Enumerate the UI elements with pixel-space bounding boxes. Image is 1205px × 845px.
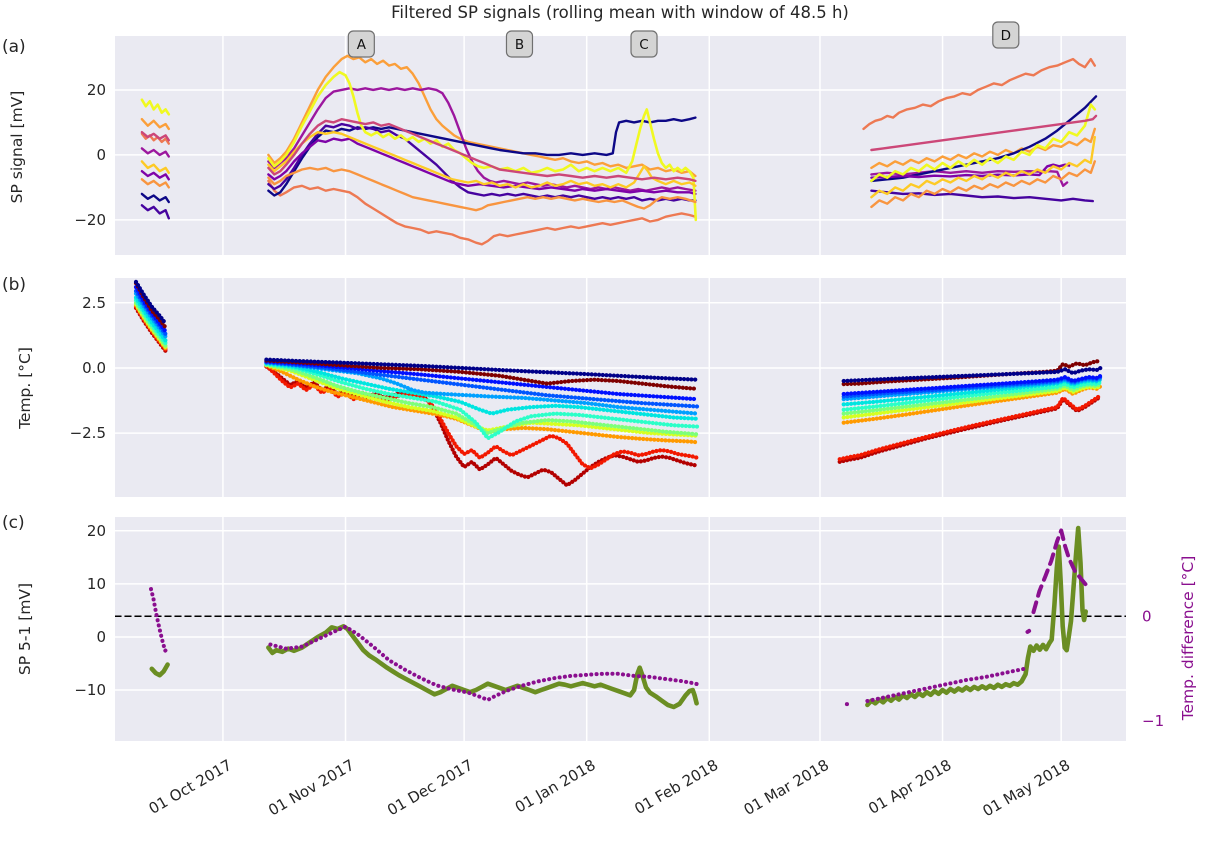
panel-b: 2.5 0.0 −2.5 Temp. [°C] (b) (2, 275, 1126, 497)
series-temp-navy (133, 279, 168, 326)
series-temp-difference-dotted (865, 666, 1028, 703)
series-sp-amber (140, 160, 170, 174)
series-sp-coral (267, 179, 697, 246)
series-sp-coral (862, 57, 1096, 131)
annotation-label-B: B (515, 37, 524, 53)
annotation-box-C (630, 30, 658, 58)
series-sp-yellow (267, 70, 698, 222)
series-sp-5-1-olive (865, 525, 1088, 708)
y-axis-label-a: SP signal [mV] (8, 91, 26, 204)
series-temp-spring (841, 380, 1103, 412)
series-sp-violet (870, 163, 1071, 179)
series-sp-amber (870, 135, 1096, 199)
series-sp-magenta (140, 147, 170, 158)
series-temp-difference-dashed (1031, 528, 1089, 615)
series-temp-spring (264, 361, 700, 441)
panel-letter-c: (c) (2, 513, 25, 533)
panel-letter-a: (a) (2, 37, 26, 57)
panel-a-background (115, 36, 1126, 255)
x-tick-label: 01 Feb 2018 (631, 756, 721, 818)
series-sp-orange (870, 127, 1096, 170)
y-tick-label: −2.5 (70, 424, 106, 442)
right-y-tick-label: 0 (1142, 607, 1152, 625)
series-sp-orange (267, 54, 697, 178)
right-y-tick-label: −1 (1142, 712, 1164, 730)
panel-a-data (140, 54, 1098, 246)
y-axis-label-b: Temp. [°C] (16, 347, 34, 430)
series-temp-navy (841, 365, 1103, 384)
right-y-axis-label: Temp. difference [°C] (1179, 556, 1197, 722)
x-tick-label: 01 Mar 2018 (741, 756, 832, 819)
y-tick-label: 0.0 (82, 359, 106, 377)
series-sp-navy (140, 192, 170, 204)
series-sp-pink (870, 114, 1098, 152)
chart-title: Filtered SP signals (rolling mean with w… (391, 3, 849, 22)
series-sp-5-1-olive (149, 662, 170, 678)
series-sp-tangerine (870, 160, 1096, 209)
y-tick-label: 0 (96, 628, 106, 646)
series-temp-blue (264, 359, 700, 402)
y-tick-label: 10 (87, 575, 106, 593)
y-tick-label: 2.5 (82, 294, 106, 312)
x-axis-labels: 01 Oct 2017 01 Nov 2017 01 Dec 2017 01 Jan … (146, 756, 1074, 820)
series-temp-navy (264, 357, 700, 382)
series-sp-violet (267, 137, 697, 196)
panel-c: 20 10 0 −10 SP 5-1 [mV] (c) 0 −1 Temp. differenc… (2, 513, 1197, 741)
series-sp-tangerine (140, 178, 170, 189)
panel-c-data (115, 525, 1126, 710)
y-tick-label: −10 (74, 681, 106, 699)
series-temp-red (264, 363, 700, 471)
y-tick-label: 20 (87, 81, 106, 99)
annotation-box-D (992, 21, 1020, 49)
series-sp-indigo (140, 204, 170, 220)
series-temp-cyan (133, 295, 168, 343)
series-temp-maroon (264, 358, 700, 391)
series-sp-magenta (267, 87, 697, 192)
panel-c-background (115, 517, 1126, 741)
chart-panels: 20 0 −20 SP signal [mV] (a) A B C D 2.5 0.0 −2.5 Tem… (2, 21, 1197, 820)
x-tick-label: 01 Apr 2018 (865, 756, 954, 818)
y-tick-label: 0 (96, 146, 106, 164)
panel-letter-b: (b) (2, 275, 26, 295)
x-tick-label: 01 Oct 2017 (146, 756, 235, 818)
series-sp-violet (140, 170, 170, 181)
x-tick-label: 01 Dec 2017 (384, 756, 476, 820)
y-tick-label: −20 (74, 211, 106, 229)
series-sp-coral (140, 132, 170, 145)
series-temp-cyan (264, 361, 700, 421)
series-sp-yellow (870, 103, 1097, 183)
annotation-box-B (505, 30, 534, 58)
y-axis-label-c: SP 5-1 [mV] (16, 583, 34, 675)
series-sp-pink (140, 131, 170, 142)
annotation-label-A: A (357, 37, 367, 53)
x-tick-label: 01 Nov 2017 (265, 756, 357, 820)
series-temp-difference-dotted (149, 587, 170, 653)
series-sp-orange (140, 118, 170, 131)
series-sp-yellow (140, 98, 171, 116)
panel-b-data (133, 279, 1103, 488)
series-temp-green (264, 362, 700, 437)
panel-a: 20 0 −20 SP signal [mV] (a) A B C D (2, 21, 1126, 255)
annotation-box-A (347, 30, 375, 58)
series-temp-royal (264, 360, 700, 409)
series-sp-pink (267, 118, 697, 183)
series-sp-5-1-olive (266, 624, 699, 710)
series-sp-indigo (267, 122, 697, 202)
annotation-label-D: D (1001, 28, 1011, 44)
x-tick-label: 01 Jan 2018 (512, 756, 599, 817)
annotation-label-C: C (639, 37, 648, 53)
series-temp-difference-dashed (1025, 628, 1032, 634)
series-sp-tangerine (267, 166, 697, 212)
x-tick-label: 01 May 2018 (979, 756, 1073, 820)
series-temp-difference-dotted (268, 624, 700, 702)
series-temp-blue (841, 373, 1103, 397)
series-sp-magenta (870, 170, 1069, 187)
y-tick-label: 20 (87, 522, 106, 540)
series-temp-red (837, 393, 1103, 462)
